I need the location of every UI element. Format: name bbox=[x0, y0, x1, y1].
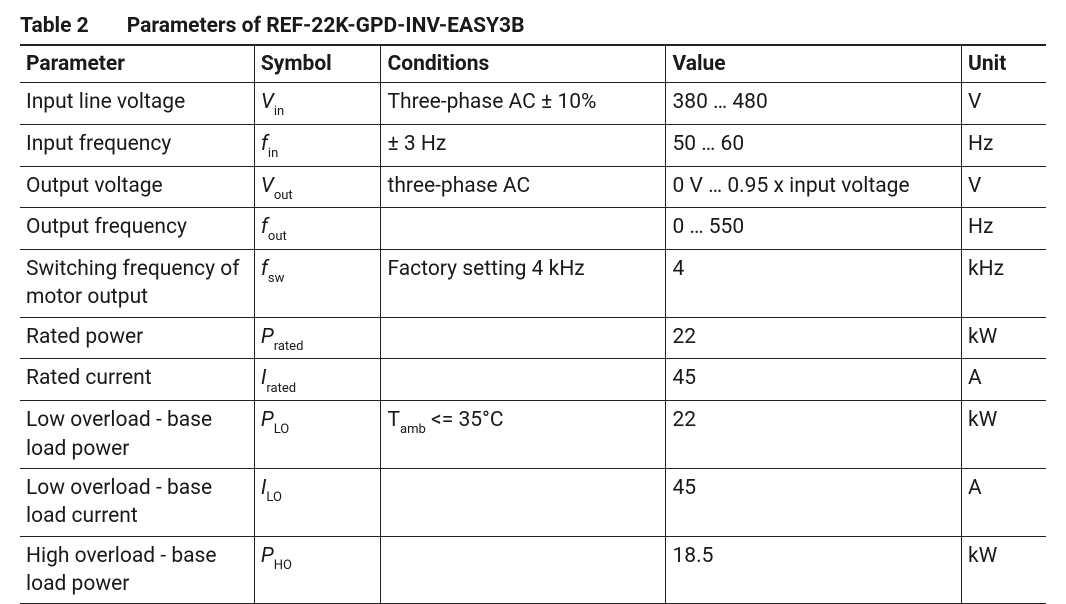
col-value: Value bbox=[666, 45, 962, 83]
symbol-main: V bbox=[261, 90, 274, 114]
table-row: Rated powerPrated22kW bbox=[20, 317, 1046, 359]
cell-parameter: High overload - base load power bbox=[20, 536, 254, 604]
table-row: Output voltageVoutthree-phase AC0 V … 0.… bbox=[20, 166, 1046, 208]
col-parameter: Parameter bbox=[20, 45, 254, 83]
header-row: Parameter Symbol Conditions Value Unit bbox=[20, 45, 1046, 83]
table-row: Input frequencyfin± 3 Hz50 … 60Hz bbox=[20, 124, 1046, 166]
cell-conditions bbox=[381, 468, 666, 536]
table-caption: Parameters of REF-22K-GPD-INV-EASY3B bbox=[127, 14, 525, 38]
cell-parameter: Input frequency bbox=[20, 124, 254, 166]
cell-value: 22 bbox=[666, 317, 962, 359]
cell-symbol: fsw bbox=[254, 250, 381, 318]
cell-symbol: Prated bbox=[254, 317, 381, 359]
cell-value: 22 bbox=[666, 401, 962, 469]
cell-conditions: Factory setting 4 kHz bbox=[381, 250, 666, 318]
cell-unit: A bbox=[962, 468, 1046, 536]
cell-conditions bbox=[381, 317, 666, 359]
cell-value: 380 … 480 bbox=[666, 83, 962, 125]
symbol-main: f bbox=[261, 215, 268, 239]
cell-unit: kW bbox=[962, 536, 1046, 604]
symbol-main: f bbox=[261, 257, 268, 281]
conditions-post: <= 35°C bbox=[426, 408, 504, 432]
cell-conditions: three-phase AC bbox=[381, 166, 666, 208]
conditions-subscript: amb bbox=[400, 422, 426, 437]
symbol-subscript: LO bbox=[266, 490, 282, 505]
symbol-subscript: rated bbox=[266, 381, 296, 396]
table-row: High overload - base load powerPHO18.5kW bbox=[20, 536, 1046, 604]
cell-unit: Hz bbox=[962, 124, 1046, 166]
cell-parameter: Low overload - base load power bbox=[20, 401, 254, 469]
symbol-subscript: HO bbox=[274, 558, 292, 573]
symbol-subscript: rated bbox=[274, 339, 304, 354]
symbol-subscript: sw bbox=[268, 271, 285, 286]
cell-conditions: Three-phase AC ± 10% bbox=[381, 83, 666, 125]
symbol-main: P bbox=[261, 408, 274, 432]
symbol-subscript: out bbox=[274, 188, 293, 203]
symbol-subscript: out bbox=[268, 229, 287, 244]
cell-unit: Hz bbox=[962, 208, 1046, 250]
cell-parameter: Rated power bbox=[20, 317, 254, 359]
cell-symbol: Vout bbox=[254, 166, 381, 208]
parameters-table: Parameter Symbol Conditions Value Unit I… bbox=[20, 44, 1046, 604]
cell-conditions bbox=[381, 536, 666, 604]
symbol-subscript: in bbox=[274, 104, 284, 119]
cell-parameter: Output frequency bbox=[20, 208, 254, 250]
cell-value: 45 bbox=[666, 468, 962, 536]
cell-value: 18.5 bbox=[666, 536, 962, 604]
cell-symbol: Vin bbox=[254, 83, 381, 125]
symbol-main: V bbox=[261, 174, 274, 198]
symbol-main: P bbox=[261, 544, 274, 568]
cell-conditions: ± 3 Hz bbox=[381, 124, 666, 166]
table-head: Parameter Symbol Conditions Value Unit bbox=[20, 45, 1046, 83]
table-row: Low overload - base load powerPLOTamb <=… bbox=[20, 401, 1046, 469]
cell-unit: V bbox=[962, 166, 1046, 208]
table-row: Low overload - base load currentILO 45A bbox=[20, 468, 1046, 536]
cell-unit: V bbox=[962, 83, 1046, 125]
table-row: Input line voltageVinThree-phase AC ± 10… bbox=[20, 83, 1046, 125]
cell-value: 0 V … 0.95 x input voltage bbox=[666, 166, 962, 208]
symbol-subscript: LO bbox=[274, 422, 290, 437]
cell-parameter: Low overload - base load current bbox=[20, 468, 254, 536]
table-body: Input line voltageVinThree-phase AC ± 10… bbox=[20, 83, 1046, 604]
cell-value: 50 … 60 bbox=[666, 124, 962, 166]
cell-conditions: Tamb <= 35°C bbox=[381, 401, 666, 469]
cell-value: 45 bbox=[666, 359, 962, 401]
table-row: Output frequencyfout0 … 550Hz bbox=[20, 208, 1046, 250]
cell-symbol: fin bbox=[254, 124, 381, 166]
symbol-main: f bbox=[261, 132, 268, 156]
cell-symbol: PLO bbox=[254, 401, 381, 469]
cell-symbol: Irated bbox=[254, 359, 381, 401]
symbol-main: P bbox=[261, 325, 274, 349]
page: Table 2 Parameters of REF-22K-GPD-INV-EA… bbox=[0, 0, 1066, 604]
cell-parameter: Switching frequency of motor output bbox=[20, 250, 254, 318]
cell-symbol: PHO bbox=[254, 536, 381, 604]
conditions-pre: T bbox=[387, 408, 400, 432]
cell-value: 4 bbox=[666, 250, 962, 318]
symbol-subscript: in bbox=[268, 146, 278, 161]
cell-conditions bbox=[381, 359, 666, 401]
cell-unit: kW bbox=[962, 401, 1046, 469]
cell-unit: kHz bbox=[962, 250, 1046, 318]
table-title-row: Table 2 Parameters of REF-22K-GPD-INV-EA… bbox=[20, 14, 1046, 38]
cell-unit: A bbox=[962, 359, 1046, 401]
cell-symbol: fout bbox=[254, 208, 381, 250]
cell-unit: kW bbox=[962, 317, 1046, 359]
table-number: Table 2 bbox=[20, 14, 89, 38]
cell-parameter: Input line voltage bbox=[20, 83, 254, 125]
col-unit: Unit bbox=[962, 45, 1046, 83]
col-symbol: Symbol bbox=[254, 45, 381, 83]
cell-parameter: Output voltage bbox=[20, 166, 254, 208]
col-conditions: Conditions bbox=[381, 45, 666, 83]
cell-value: 0 … 550 bbox=[666, 208, 962, 250]
cell-symbol: ILO bbox=[254, 468, 381, 536]
table-row: Switching frequency of motor outputfswFa… bbox=[20, 250, 1046, 318]
cell-parameter: Rated current bbox=[20, 359, 254, 401]
table-row: Rated currentIrated 45A bbox=[20, 359, 1046, 401]
cell-conditions bbox=[381, 208, 666, 250]
